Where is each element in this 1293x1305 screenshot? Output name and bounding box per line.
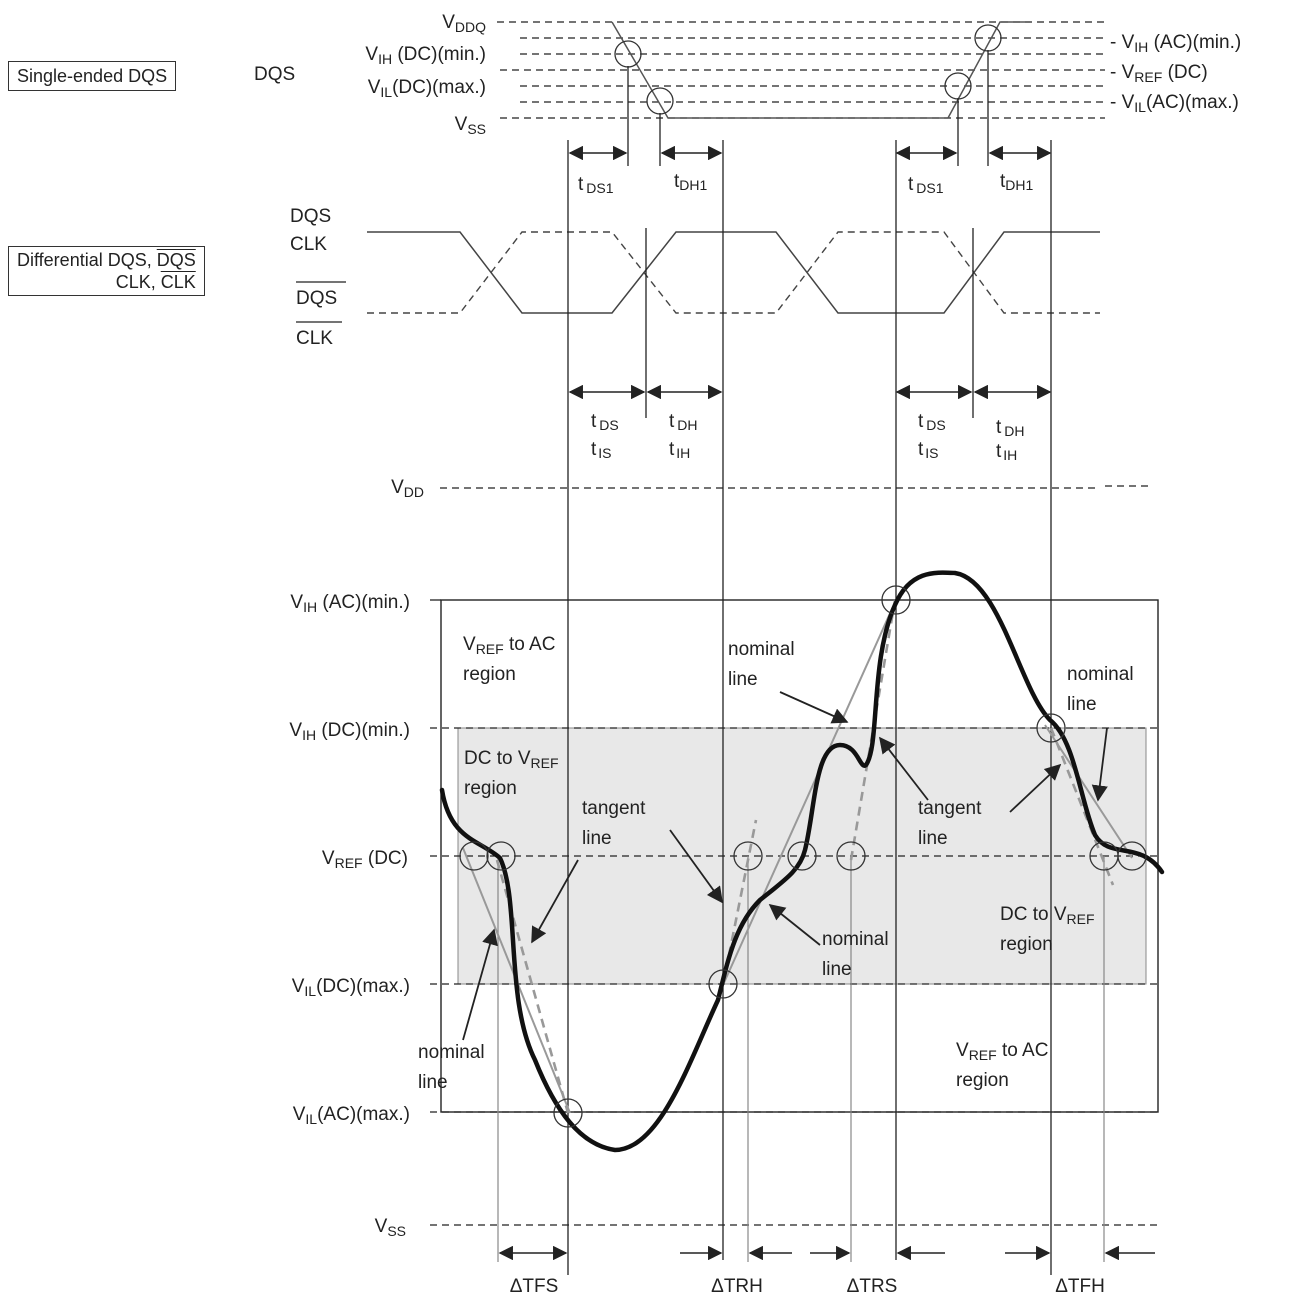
tangent-line-label-1: tangent: [582, 798, 646, 819]
nominal-line-label-3b: line: [822, 959, 852, 980]
nominal-line-label-1b: line: [418, 1072, 448, 1093]
vddq-label: VDDQ: [442, 12, 486, 35]
annotation-arrows: [462, 691, 1108, 1041]
top-timing-labels: t DS1 tDH1 t DS1 tDH1: [578, 171, 1034, 196]
tdh-label-2: t DH: [996, 417, 1025, 439]
vih-ac-min-top-label: - VIH (AC)(min.): [1110, 32, 1241, 55]
nominal-line-label-3: nominal: [822, 929, 889, 950]
tangent-lines: [495, 599, 1115, 1114]
top-left-level-labels: VDDQ VIH (DC)(min.) VIL(DC)(max.) VSS: [365, 12, 486, 137]
top-timing-ticks: [627, 50, 989, 166]
delta-labels: ΔTFS ΔTRH ΔTRS ΔTFH: [510, 1276, 1105, 1297]
tih-label-2: t IH: [996, 441, 1017, 463]
vref-dc-top-label: - VREF (DC): [1110, 62, 1208, 85]
nominal-line-label-1: nominal: [418, 1042, 485, 1063]
dqs-label: DQS: [254, 64, 295, 85]
tangent-line-label-2b: line: [918, 828, 948, 849]
differential-dqs-box: Differential DQS, DQS CLK, CLK: [8, 246, 205, 296]
dc-to-vref-region-label-1b: region: [464, 778, 517, 799]
tdh-label-1: t DH: [669, 411, 698, 433]
mid-timing-labels: t DS t IS t DH t IH t DS t IS t DH t IH: [591, 411, 1025, 463]
short-vertical-timing-lines: [497, 856, 1105, 1262]
vil-ac-max-top-label: - VIL(AC)(max.): [1110, 92, 1239, 115]
single-ended-levels: [497, 21, 1105, 119]
nominal-line-label-4: nominal: [1067, 664, 1134, 685]
tis-label-1: t IS: [591, 439, 612, 461]
dc-to-vref-region-label-2: DC to VREF: [1000, 904, 1095, 927]
bottom-level-labels: VDD VIH (AC)(min.) VIH (DC)(min.) VREF (…: [289, 477, 424, 1239]
annotation-labels: nominal line tangent line nominal line n…: [418, 639, 1134, 1093]
dqs-true-waveform: [367, 231, 1100, 314]
tds-label-2: t DS: [918, 411, 946, 433]
top-right-level-labels: - VIH (AC)(min.) - VREF (DC) - VIL(AC)(m…: [1110, 32, 1241, 115]
tds-label-1: t DS: [591, 411, 619, 433]
differential-box-line2: CLK, CLK: [115, 272, 196, 292]
vss-label: VSS: [375, 1216, 406, 1239]
diff-clk-label: CLK: [290, 234, 327, 255]
differential-crossing-ticks: [645, 228, 974, 418]
delta-trh-label: ΔTRH: [711, 1276, 763, 1297]
region-labels: VREF to AC region DC to VREF region DC t…: [463, 634, 1095, 1091]
tdh1-label-1: tDH1: [674, 171, 708, 193]
differential-signal-labels: DQS CLK DQS CLK: [290, 206, 346, 349]
delta-tfh-label: ΔTFH: [1055, 1276, 1105, 1297]
tangent-line-label-2: tangent: [918, 798, 982, 819]
delta-trs-label: ΔTRS: [847, 1276, 898, 1297]
vref-to-ac-region-box: [440, 599, 1159, 1113]
differential-box-line1: Differential DQS, DQS: [17, 250, 196, 270]
delta-tfs-label: ΔTFS: [510, 1276, 559, 1297]
bottom-level-lines: [430, 485, 1158, 1226]
vref-dc-label: VREF (DC): [322, 848, 408, 871]
input-signal-waveform: [439, 570, 1165, 1153]
nominal-line-label-2: nominal: [728, 639, 795, 660]
vref-to-ac-region-label-2: VREF to AC: [956, 1040, 1048, 1063]
dqs-single-ended-waveform: [611, 21, 1030, 119]
nominal-line-label-4b: line: [1067, 694, 1097, 715]
vref-to-ac-region-label-1b: region: [463, 664, 516, 685]
vil-dc-max-label: VIL(DC)(max.): [292, 976, 410, 999]
vss-top-label: VSS: [455, 114, 486, 137]
vdd-label: VDD: [391, 477, 424, 500]
dqs-complement-waveform: [367, 231, 1100, 314]
long-vertical-timing-lines: [567, 140, 1052, 1275]
diff-dqs-bar-label: DQS: [296, 288, 337, 309]
dc-to-vref-region-label-1: DC to VREF: [464, 748, 559, 771]
tih-label-1: t IH: [669, 439, 690, 461]
vref-to-ac-region-label-1: VREF to AC: [463, 634, 555, 657]
dc-to-vref-region-label-2b: region: [1000, 934, 1053, 955]
nominal-line-label-2b: line: [728, 669, 758, 690]
tds1-label-2: t DS1: [908, 174, 944, 196]
single-ended-dqs-label: Single-ended DQS: [17, 66, 168, 86]
tangent-line-label-1b: line: [582, 828, 612, 849]
vil-ac-max-label: VIL(AC)(max.): [293, 1104, 410, 1127]
diff-clk-bar-label: CLK: [296, 328, 333, 349]
tis-label-2: t IS: [918, 439, 939, 461]
bottom-crossing-circles: [459, 585, 1147, 1128]
tds1-label-1: t DS1: [578, 174, 614, 196]
vih-ac-min-label: VIH (AC)(min.): [290, 592, 410, 615]
single-ended-dqs-box: Single-ended DQS: [8, 61, 177, 91]
vih-dc-min-top-label: VIH (DC)(min.): [365, 44, 486, 67]
vref-to-ac-region-label-2b: region: [956, 1070, 1009, 1091]
diff-dqs-label: DQS: [290, 206, 331, 227]
vih-dc-min-label: VIH (DC)(min.): [289, 720, 410, 743]
vil-dc-max-top-label: VIL(DC)(max.): [368, 77, 486, 100]
tdh1-label-2: tDH1: [1000, 171, 1034, 193]
